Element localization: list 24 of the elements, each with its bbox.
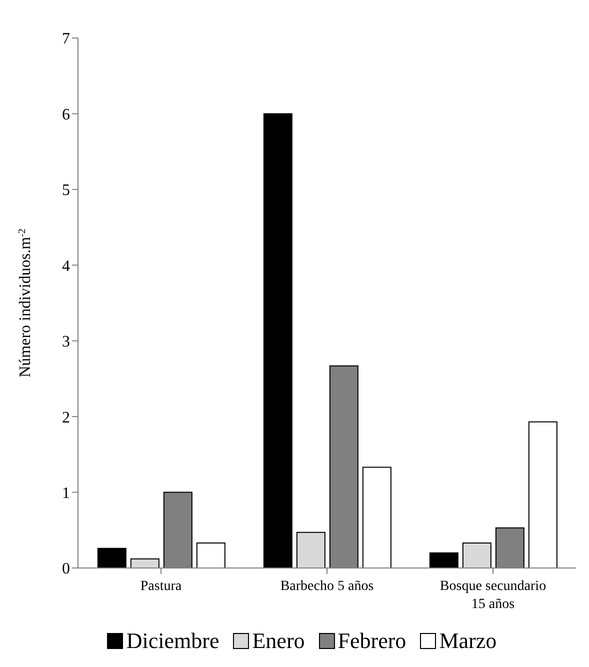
bar bbox=[97, 548, 126, 568]
y-tick-label: 5 bbox=[62, 182, 70, 200]
y-tick-label: 0 bbox=[62, 560, 70, 578]
y-tick-label: 2 bbox=[62, 409, 70, 426]
x-tick-label: Barbecho 5 años bbox=[280, 579, 374, 594]
legend-label: Enero bbox=[252, 628, 305, 654]
x-tick-label: Bosque secundario 15 años bbox=[440, 579, 546, 612]
bar bbox=[528, 421, 558, 568]
bar bbox=[263, 113, 292, 568]
y-tick-label: 3 bbox=[62, 334, 70, 351]
bar bbox=[130, 558, 160, 568]
legend-label: Marzo bbox=[439, 628, 497, 654]
legend-label: Diciembre bbox=[126, 628, 220, 654]
y-tick-label: 6 bbox=[62, 106, 70, 124]
bar bbox=[196, 542, 226, 568]
y-tick-label: 1 bbox=[62, 484, 70, 502]
bar bbox=[429, 552, 458, 568]
y-tick-label: 4 bbox=[62, 258, 70, 275]
legend-label: Febrero bbox=[338, 628, 406, 654]
bar bbox=[362, 466, 392, 568]
bar bbox=[462, 542, 492, 568]
x-tick-label: Pastura bbox=[140, 579, 182, 594]
y-tick-label: 7 bbox=[62, 30, 70, 48]
bar bbox=[296, 532, 326, 568]
